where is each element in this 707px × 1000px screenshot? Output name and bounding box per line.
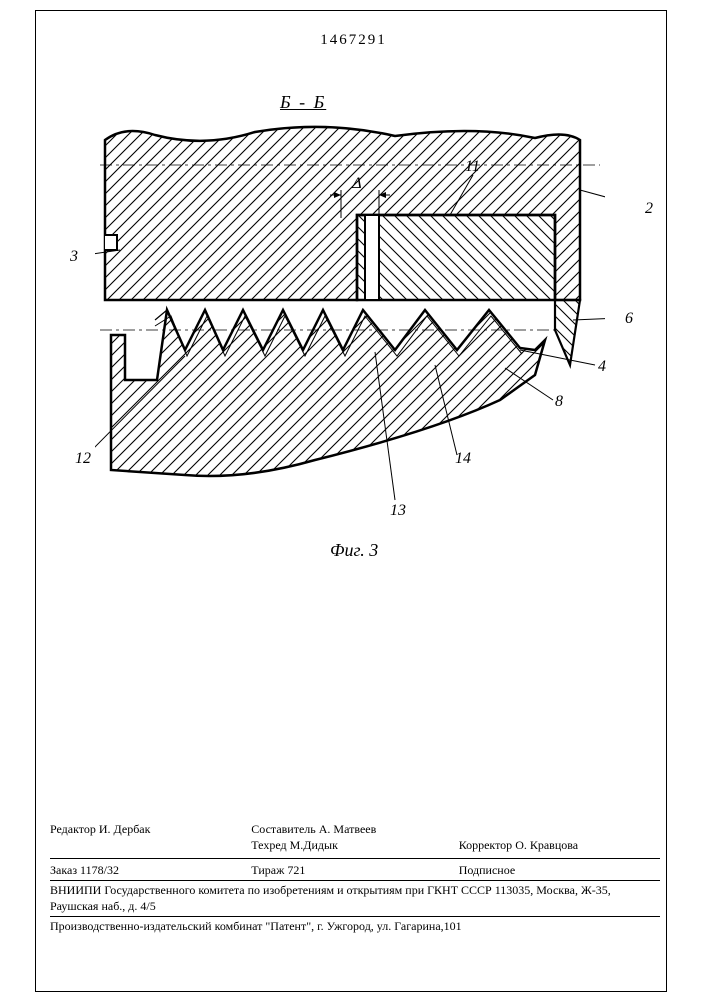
corrector-label: Корректор	[459, 838, 513, 852]
patent-number: 1467291	[0, 32, 707, 49]
label-11: 11	[465, 158, 480, 176]
corrector-credit: Корректор О. Кравцова	[459, 822, 660, 853]
tech-editor-credit: Техред М.Дидык	[251, 838, 458, 854]
tech-editor-label: Техред	[251, 838, 286, 852]
order-row: Заказ 1178/32 Тираж 721 Подписное	[50, 863, 660, 882]
subscription: Подписное	[459, 863, 660, 879]
editor-name: И. Дербак	[99, 822, 151, 836]
delta-symbol: Δ	[351, 175, 361, 192]
compiler-credit: Составитель А. Матвеев	[251, 822, 458, 838]
label-4: 4	[598, 358, 606, 376]
printer-line: Производственно-издательский комбинат "П…	[50, 917, 660, 935]
section-label: Б - Б	[280, 92, 326, 113]
order-number: Заказ 1178/32	[50, 863, 251, 879]
label-6: 6	[625, 310, 633, 328]
label-8: 8	[555, 393, 563, 411]
credits-row: Редактор И. Дербак Составитель А. Матвее…	[50, 822, 660, 858]
tech-editor-name: М.Дидык	[290, 838, 338, 852]
corrector-name: О. Кравцова	[515, 838, 578, 852]
label-3: 3	[70, 248, 78, 266]
label-13: 13	[390, 502, 406, 520]
label-2: 2	[645, 200, 653, 218]
figure-drawing: Δ	[95, 120, 605, 550]
label-12: 12	[75, 450, 91, 468]
compiler-label: Составитель	[251, 822, 315, 836]
compiler-name: А. Матвеев	[319, 822, 377, 836]
organization-line: ВНИИПИ Государственного комитета по изоб…	[50, 881, 660, 917]
footer-block: Редактор И. Дербак Составитель А. Матвее…	[50, 822, 660, 935]
editor-credit: Редактор И. Дербак	[50, 822, 251, 853]
editor-label: Редактор	[50, 822, 96, 836]
circulation: Тираж 721	[251, 863, 458, 879]
figure-label: Фиг. 3	[330, 540, 378, 561]
label-14: 14	[455, 450, 471, 468]
